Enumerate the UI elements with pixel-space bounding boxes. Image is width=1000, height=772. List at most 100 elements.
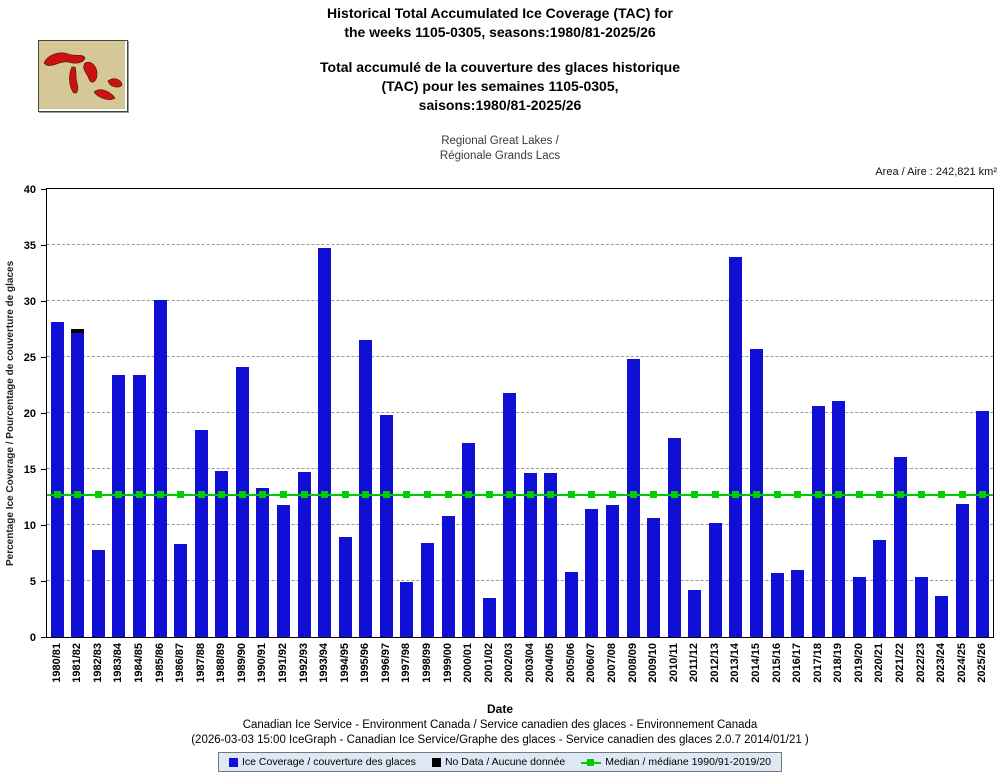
x-tick-label-2008-09: 2008/09 bbox=[626, 643, 639, 683]
bar-1995-96 bbox=[359, 340, 373, 637]
x-tick-label-1988-89: 1988/89 bbox=[215, 643, 228, 683]
median-marker bbox=[567, 491, 575, 499]
legend-item-no-data: No Data / Aucune donnée bbox=[431, 756, 566, 768]
great-lakes-map-icon bbox=[39, 41, 125, 109]
bar-1998-99 bbox=[420, 542, 434, 637]
bar-1980-81 bbox=[50, 322, 64, 637]
x-tick-label-1984-85: 1984/85 bbox=[133, 643, 146, 683]
y-tick-mark bbox=[41, 301, 46, 302]
bar-2015-16 bbox=[770, 573, 784, 637]
lake-ontario-shape bbox=[107, 78, 123, 88]
bar-2017-18 bbox=[811, 406, 825, 637]
y-tick-label-30: 30 bbox=[23, 296, 36, 308]
y-tick-label-25: 25 bbox=[23, 352, 36, 364]
median-marker bbox=[341, 491, 349, 499]
median-marker bbox=[526, 491, 534, 499]
x-tick-label-2021-22: 2021/22 bbox=[893, 643, 906, 683]
legend-label-no-data: No Data / Aucune donnée bbox=[444, 756, 566, 768]
x-tick-label-2022-23: 2022/23 bbox=[914, 643, 927, 683]
legend-label-median: Median / médiane 1990/91-2019/20 bbox=[605, 756, 771, 768]
bar-2025-26 bbox=[976, 410, 990, 637]
median-marker bbox=[711, 491, 719, 499]
median-marker bbox=[259, 491, 267, 499]
x-axis: 1980/81 1981/82 1982/83 1983/84 1984/85 1985/… bbox=[46, 640, 994, 710]
no-data-swatch-icon bbox=[431, 757, 441, 767]
x-tick-label-2000-01: 2000/01 bbox=[462, 643, 475, 683]
bar-1994-95 bbox=[338, 537, 352, 637]
median-marker bbox=[794, 491, 802, 499]
chart-area: Percentage Ice Coverage / Pourcentage de… bbox=[0, 184, 1000, 720]
title-french-line3: saisons:1980/81-2025/26 bbox=[418, 97, 582, 113]
bar-2019-20 bbox=[852, 576, 866, 637]
bar-1985-86 bbox=[153, 299, 167, 637]
bar-1988-89 bbox=[215, 471, 229, 637]
gridline-y-10 bbox=[47, 524, 993, 525]
y-tick-mark bbox=[41, 413, 46, 414]
bar-1982-83 bbox=[91, 549, 105, 637]
bar-2022-23 bbox=[914, 576, 928, 637]
x-tick-label-2011-12: 2011/12 bbox=[688, 643, 701, 683]
y-tick-mark bbox=[41, 245, 46, 246]
x-tick-label-2013-14: 2013/14 bbox=[729, 643, 742, 683]
x-tick-label-2006-07: 2006/07 bbox=[585, 643, 598, 683]
x-tick-label-1993-94: 1993/94 bbox=[318, 643, 331, 683]
title-english-line2: the weeks 1105-0305, seasons:1980/81-202… bbox=[344, 24, 656, 40]
bar-2003-04 bbox=[523, 473, 537, 637]
gridline-y-30 bbox=[47, 300, 993, 301]
y-tick-mark bbox=[41, 637, 46, 638]
y-tick-mark bbox=[41, 581, 46, 582]
x-tick-label-2014-15: 2014/15 bbox=[750, 643, 762, 683]
x-tick-label-1990-91: 1990/91 bbox=[256, 643, 269, 683]
x-tick-label-2001-02: 2001/02 bbox=[482, 643, 495, 683]
x-tick-label-2004-05: 2004/05 bbox=[544, 643, 557, 683]
x-tick-label-2019-20: 2019/20 bbox=[852, 643, 865, 683]
region-subtitle-line2: Régionale Grands Lacs bbox=[439, 150, 561, 162]
bar-2024-25 bbox=[955, 503, 969, 637]
x-tick-label-2009-10: 2009/10 bbox=[647, 643, 660, 683]
bar-1983-84 bbox=[112, 374, 126, 637]
bar-1992-93 bbox=[297, 472, 311, 637]
bar-2016-17 bbox=[791, 569, 805, 637]
bar-1989-90 bbox=[235, 367, 249, 637]
bar-1987-88 bbox=[194, 429, 208, 637]
median-marker bbox=[938, 491, 946, 499]
bar-1996-97 bbox=[379, 415, 393, 637]
gridline-y-5 bbox=[47, 580, 993, 581]
x-axis-title: Date bbox=[486, 702, 513, 716]
y-tick-mark bbox=[41, 189, 46, 190]
bar-2005-06 bbox=[564, 572, 578, 637]
title-english-line1: Historical Total Accumulated Ice Coverag… bbox=[327, 5, 673, 21]
x-tick-label-1998-99: 1998/99 bbox=[420, 643, 433, 683]
region-subtitle: Regional Great Lakes / Régionale Grands … bbox=[0, 134, 1000, 164]
great-lakes-map-logo bbox=[38, 40, 128, 112]
median-marker bbox=[280, 491, 287, 499]
median-marker bbox=[896, 491, 904, 499]
lake-michigan-shape bbox=[69, 66, 79, 94]
median-marker bbox=[753, 491, 760, 499]
x-tick-label-2002-03: 2002/03 bbox=[503, 643, 516, 683]
median-marker bbox=[979, 491, 987, 499]
area-label: Area / Aire : 242,821 km² bbox=[875, 166, 997, 178]
median-marker bbox=[876, 491, 884, 499]
bar-2007-08 bbox=[606, 504, 620, 637]
lake-huron-shape bbox=[83, 61, 98, 83]
footer-attribution: Canadian Ice Service - Environment Canad… bbox=[242, 719, 758, 731]
x-tick-label-2012-13: 2012/13 bbox=[708, 643, 721, 683]
median-marker bbox=[136, 491, 144, 499]
title-french: Total accumulé de la couverture des glac… bbox=[0, 58, 1000, 115]
gridline-y-15 bbox=[47, 468, 993, 469]
x-tick-label-1999-00: 1999/00 bbox=[441, 643, 454, 683]
median-marker bbox=[197, 491, 205, 499]
median-marker bbox=[362, 491, 370, 499]
median-marker bbox=[855, 491, 863, 499]
gridline-y-20 bbox=[47, 412, 993, 413]
title-english: Historical Total Accumulated Ice Coverag… bbox=[0, 4, 1000, 42]
y-tick-mark bbox=[41, 357, 46, 358]
bar-1984-85 bbox=[133, 374, 147, 637]
median-marker bbox=[732, 491, 740, 499]
median-marker bbox=[115, 491, 123, 499]
gridline-y-25 bbox=[47, 356, 993, 357]
y-tick-label-0: 0 bbox=[29, 632, 36, 644]
x-tick-label-2024-25: 2024/25 bbox=[955, 643, 968, 683]
